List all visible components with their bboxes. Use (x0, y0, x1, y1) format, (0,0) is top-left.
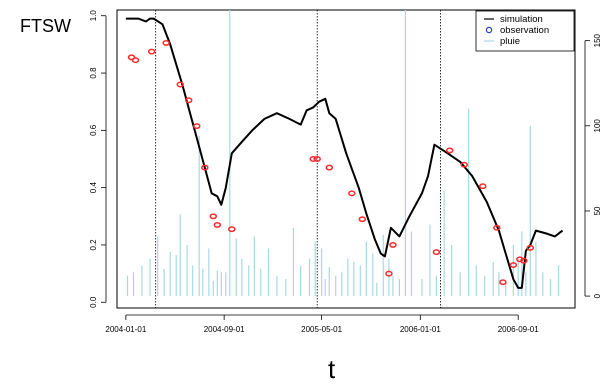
legend-symbol-circle (485, 26, 493, 34)
y-axis-label: FTSW (20, 16, 71, 36)
observation-point (460, 161, 468, 168)
observation-point (193, 123, 201, 129)
y-left-tick-label: 0.2 (89, 239, 98, 251)
observation-point (520, 257, 528, 264)
y-left-tick-label: 1.0 (89, 10, 98, 22)
x-tick-label: 2006-09-01 (498, 325, 539, 334)
observation-point (209, 213, 218, 220)
observation-point (309, 156, 317, 162)
y-right-tick-label: 0 (593, 293, 602, 298)
observation-point (348, 190, 356, 197)
observation-point (213, 221, 222, 228)
y-right-tick-label: 50 (593, 206, 602, 215)
x-tick-label: 2004-01-01 (105, 325, 146, 334)
observation-point (432, 249, 441, 256)
y-right-tick-label: 150 (593, 33, 602, 47)
observation-point (176, 81, 184, 88)
period-separators (155, 10, 441, 308)
observation-point (526, 244, 535, 251)
observation-point (131, 57, 140, 64)
pluie-bars (126, 10, 560, 297)
observation-point (389, 242, 397, 248)
observation-point (445, 147, 454, 154)
observation-point (201, 164, 209, 171)
observation-point (325, 164, 334, 171)
plot-frame (116, 9, 576, 309)
observation-point (499, 279, 507, 286)
legend-box (475, 10, 575, 52)
legend-label: simulation (500, 14, 543, 25)
x-tick-label: 2005-05-01 (301, 325, 342, 334)
observation-point (313, 156, 321, 162)
x-axis: 2004-01-01 2004-09-01 2005-05-01 2006-01-01… (105, 314, 539, 334)
legend-label: observation (500, 25, 549, 36)
y-axis-left: 0.0 0.2 0.4 0.6 0.8 1.0 (89, 10, 107, 308)
observation-point (184, 97, 193, 104)
observation-point (228, 226, 236, 233)
y-right-tick-label: 100 (593, 119, 602, 133)
observation-point (479, 183, 487, 190)
observation-point (493, 224, 501, 231)
observation-point (147, 48, 156, 55)
x-tick-label: 2006-01-01 (400, 325, 441, 334)
observation-point (509, 262, 518, 268)
simulation-series (125, 17, 564, 289)
x-axis-label: t (328, 354, 336, 384)
observation-point (162, 40, 170, 46)
observation-point (358, 216, 367, 223)
y-left-tick-label: 0.0 (89, 296, 98, 308)
legend-label: pluie (500, 36, 520, 47)
observation-series (127, 40, 535, 286)
simulation-line (125, 17, 564, 289)
y-left-tick-label: 0.6 (89, 124, 98, 136)
y-left-tick-label: 0.4 (89, 182, 98, 194)
y-axis-right: 0 50 100 150 (584, 33, 602, 298)
observation-point (385, 270, 393, 277)
x-tick-label: 2004-09-01 (204, 325, 245, 334)
y-left-tick-label: 0.8 (89, 67, 98, 79)
